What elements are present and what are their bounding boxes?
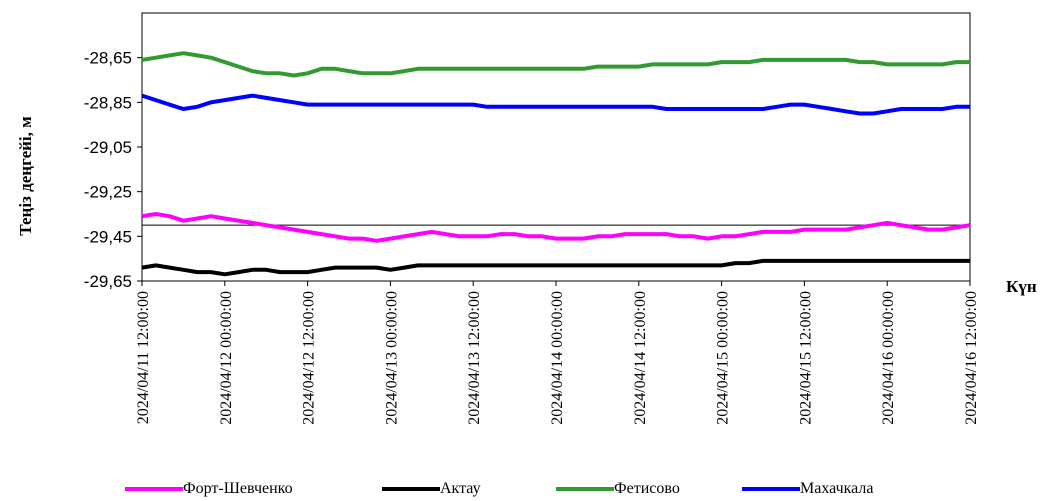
y-tick-label: -29,05 bbox=[84, 138, 132, 157]
legend-label: Форт-Шевченко bbox=[183, 480, 293, 497]
x-tick-label: 2024/04/16 12:00:00 bbox=[963, 291, 980, 425]
plot-area bbox=[141, 12, 971, 282]
x-tick-label: 2024/04/15 00:00:00 bbox=[715, 291, 732, 425]
series-line-1 bbox=[141, 258, 970, 277]
y-tick-label: -28,85 bbox=[84, 93, 132, 112]
legend-label: Махачкала bbox=[800, 480, 874, 497]
x-tick-label: 2024/04/11 12:00:00 bbox=[135, 291, 152, 424]
sea-level-chart: -28,65 -28,85 -29,05 -29,25 -29,45 -29,65 202… bbox=[16, 12, 1037, 425]
series-line-0 bbox=[141, 212, 971, 243]
legend-item-1: Актау bbox=[382, 478, 481, 500]
legend-label: Фетисово bbox=[614, 480, 680, 497]
x-axis-title: Күн bbox=[1006, 277, 1037, 296]
x-tick-label: 2024/04/12 00:00:00 bbox=[218, 291, 235, 425]
legend-label: Актау bbox=[440, 480, 481, 497]
legend-swatch bbox=[125, 487, 183, 491]
legend: Форт-Шевченко Актау Фетисово Махачкала bbox=[0, 478, 1060, 500]
legend-item-0: Форт-Шевченко bbox=[125, 478, 293, 500]
legend-swatch bbox=[382, 487, 440, 491]
x-tick-label: 2024/04/13 00:00:00 bbox=[383, 291, 400, 425]
series-line-3 bbox=[141, 93, 970, 116]
y-tick-label: -28,65 bbox=[84, 49, 132, 68]
y-tick-label: -29,25 bbox=[84, 183, 132, 202]
legend-item-3: Махачкала bbox=[742, 478, 873, 500]
y-tick-label: -29,45 bbox=[84, 227, 132, 246]
x-tick-label: 2024/04/14 00:00:00 bbox=[549, 291, 566, 425]
x-tick-label: 2024/04/13 12:00:00 bbox=[466, 291, 483, 425]
x-tick-label: 2024/04/16 00:00:00 bbox=[880, 291, 897, 425]
y-axis-title: Теңіз деңгейі, м bbox=[16, 116, 35, 236]
series-line-2 bbox=[141, 51, 970, 78]
x-tick-label: 2024/04/12 12:00:00 bbox=[301, 291, 318, 425]
legend-swatch bbox=[742, 487, 800, 491]
x-tick-label: 2024/04/14 12:00:00 bbox=[632, 291, 649, 425]
x-tick-label: 2024/04/15 12:00:00 bbox=[797, 291, 814, 425]
y-tick-label: -29,65 bbox=[84, 272, 132, 291]
legend-swatch bbox=[556, 487, 614, 491]
legend-item-2: Фетисово bbox=[556, 478, 680, 500]
